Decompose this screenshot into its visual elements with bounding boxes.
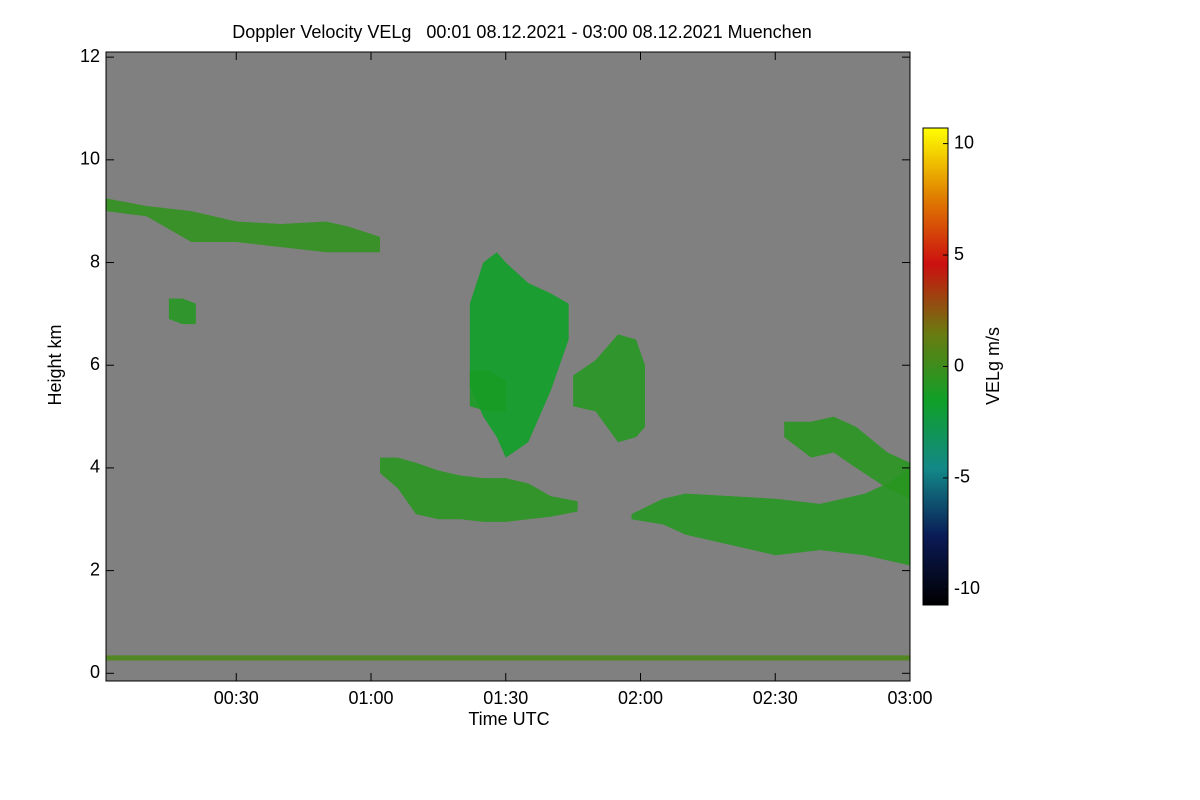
plot-frame: [105, 51, 911, 682]
echo-region: [106, 198, 380, 253]
y-axis-label: Height km: [45, 324, 65, 405]
x-tick-label: 01:30: [483, 688, 528, 708]
x-tick-label: 02:30: [753, 688, 798, 708]
echo-region: [469, 370, 506, 412]
colorbar-tick-label: 0: [954, 355, 964, 375]
chart-title: Doppler Velocity VELg 00:01 08.12.2021 -…: [232, 22, 811, 42]
colorbar-label: VELg m/s: [983, 327, 1003, 405]
x-axis-label: Time UTC: [468, 709, 549, 729]
y-tick-label: 12: [80, 46, 100, 66]
x-tick-label: 02:00: [618, 688, 663, 708]
x-tick-label: 00:30: [214, 688, 259, 708]
x-tick-label: 01:00: [348, 688, 393, 708]
y-tick-label: 0: [90, 662, 100, 682]
y-tick-label: 2: [90, 559, 100, 579]
echo-region: [573, 334, 645, 443]
y-tick-label: 4: [90, 457, 100, 477]
echo-region: [106, 655, 910, 661]
colorbar-tick-label: -10: [954, 578, 980, 598]
colorbar-tick-label: 10: [954, 132, 974, 152]
echo-region: [784, 416, 910, 499]
y-tick-label: 6: [90, 354, 100, 374]
y-tick-label: 8: [90, 251, 100, 271]
echo-region: [168, 298, 196, 325]
x-tick-label: 03:00: [887, 688, 932, 708]
y-tick-label: 10: [80, 149, 100, 169]
echo-region: [379, 457, 578, 522]
colorbar-tick-label: 5: [954, 244, 964, 264]
colorbar-tick-label: -5: [954, 467, 970, 487]
echo-region: [631, 467, 910, 566]
